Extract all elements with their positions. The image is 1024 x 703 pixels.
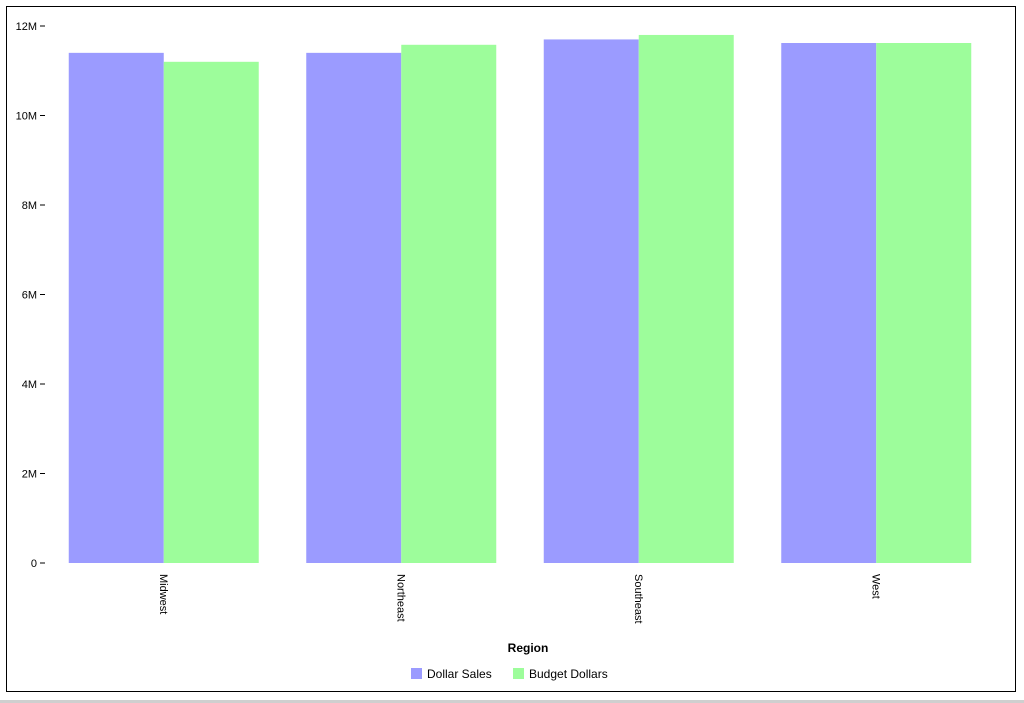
y-tick-label: 2M (22, 469, 37, 481)
x-tick-label: West (869, 574, 881, 599)
bars (68, 34, 972, 564)
y-tick-label: 6M (22, 290, 37, 302)
bar-dollar-sales (781, 43, 877, 563)
bar-budget-dollars (876, 43, 972, 563)
legend-swatch (513, 668, 524, 679)
y-tick-label: 12M (16, 21, 37, 33)
legend-label: Dollar Sales (427, 667, 492, 681)
bar-dollar-sales (543, 39, 639, 564)
legend-swatch (411, 668, 422, 679)
legend: Dollar Sales Budget Dollars (411, 667, 608, 681)
x-tick-label: Southeast (632, 574, 644, 624)
y-tick-label: 0 (31, 558, 37, 570)
x-tick-label: Northeast (394, 574, 406, 622)
y-tick-label: 4M (22, 379, 37, 391)
y-tick-label: 10M (16, 111, 37, 123)
bottom-divider (0, 700, 1024, 703)
x-axis: Midwest Northeast Southeast West (157, 574, 882, 624)
bar-dollar-sales (68, 52, 164, 563)
bar-budget-dollars (401, 44, 497, 564)
y-tick-label: 8M (22, 200, 37, 212)
y-axis: 0 2M 4M 6M 8M 10M 12M (16, 21, 45, 570)
bar-dollar-sales (306, 52, 402, 563)
bar-budget-dollars (163, 61, 259, 564)
bar-budget-dollars (638, 34, 734, 563)
x-tick-label: Midwest (157, 574, 169, 614)
legend-label: Budget Dollars (529, 667, 608, 681)
x-axis-title: Region (508, 641, 549, 655)
